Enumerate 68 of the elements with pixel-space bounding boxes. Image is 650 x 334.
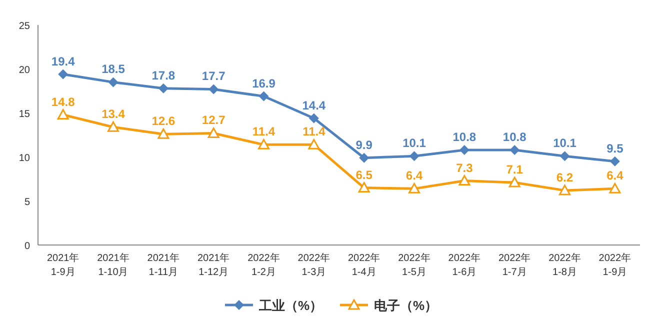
x-tick-label: 2022年 1-5月: [398, 252, 430, 278]
x-tick-label: 2021年 1-9月: [46, 252, 80, 278]
data-label: 18.5: [102, 62, 126, 76]
data-label: 11.4: [252, 124, 276, 139]
point: [358, 182, 370, 193]
data-label: 6.4: [406, 168, 423, 183]
data-label: 9.5: [606, 141, 624, 156]
data-label: 10.1: [402, 136, 426, 150]
point: [58, 69, 68, 80]
point: [408, 182, 420, 194]
point: [510, 144, 520, 155]
y-tick-label: 5: [24, 197, 30, 208]
point: [560, 151, 570, 162]
legend-label: 工业（%）: [258, 298, 323, 313]
x-tick-label: 2022年 1-7月: [498, 252, 531, 278]
point: [158, 128, 170, 139]
point: [108, 77, 118, 88]
data-label: 17.8: [152, 68, 176, 82]
point: [158, 83, 168, 94]
x-tick-label: 2022年 1-2月: [248, 252, 280, 278]
x-tick-label: 2021年 1-12月: [197, 252, 230, 278]
data-label: 17.7: [202, 69, 226, 84]
y-tick-label: 15: [18, 109, 30, 120]
point: [57, 109, 69, 120]
x-tick-label: 2022年 1-3月: [298, 252, 330, 278]
data-label: 6.2: [556, 170, 574, 184]
data-label: 7.1: [506, 162, 524, 177]
x-tick-label: 2021年 1-10月: [97, 252, 130, 278]
data-label: 10.1: [553, 136, 577, 150]
data-label: 12.6: [152, 114, 176, 128]
x-tick-label: 2022年 1-4月: [348, 252, 380, 278]
point: [308, 138, 320, 150]
y-tick-label: 25: [18, 21, 30, 32]
point: [359, 152, 370, 163]
point: [559, 184, 570, 196]
legend-label: 电子（%）: [374, 298, 438, 313]
point: [409, 151, 420, 162]
data-label: 6.4: [606, 168, 624, 183]
data-label: 7.3: [456, 160, 474, 175]
point: [610, 156, 620, 166]
point: [458, 175, 470, 186]
point: [508, 176, 520, 188]
x-tick-label: 2022年 1-9月: [598, 252, 632, 278]
point: [258, 138, 270, 150]
point: [308, 113, 319, 124]
x-tick-label: 2022年 1-8月: [548, 252, 581, 278]
data-label: 13.4: [102, 107, 126, 122]
data-label: 10.8: [452, 130, 476, 144]
data-label: 19.4: [51, 54, 76, 68]
point: [609, 182, 621, 194]
point: [208, 127, 220, 138]
data-label: 14.8: [51, 94, 76, 109]
x-tick-label: 2021年 1-11月: [147, 252, 180, 278]
data-label: 9.9: [356, 138, 373, 152]
data-label: 11.4: [302, 124, 326, 139]
data-label: 12.7: [202, 113, 226, 128]
y-tick-label: 0: [24, 241, 30, 252]
data-label: 6.5: [356, 168, 373, 182]
data-label: 14.4: [302, 98, 326, 112]
x-tick-label: 2022年 1-6月: [448, 252, 481, 278]
point: [108, 121, 119, 132]
point: [208, 84, 219, 94]
point: [459, 144, 470, 155]
point: [258, 91, 269, 102]
data-label: 10.8: [502, 130, 527, 144]
data-label: 16.9: [252, 76, 276, 90]
y-tick-label: 10: [18, 153, 30, 164]
y-tick-label: 20: [18, 65, 30, 76]
